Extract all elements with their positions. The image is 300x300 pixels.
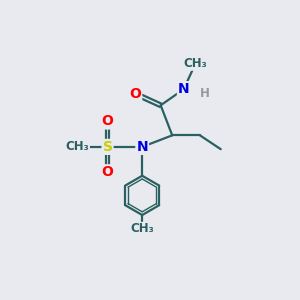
Text: O: O bbox=[129, 87, 141, 101]
Text: O: O bbox=[102, 115, 113, 128]
Text: N: N bbox=[136, 140, 148, 154]
Text: S: S bbox=[103, 140, 112, 154]
Text: CH₃: CH₃ bbox=[130, 222, 154, 236]
Text: CH₃: CH₃ bbox=[184, 57, 207, 70]
Text: N: N bbox=[178, 82, 190, 96]
Text: CH₃: CH₃ bbox=[66, 140, 89, 153]
Text: H: H bbox=[200, 87, 209, 100]
Text: O: O bbox=[102, 165, 113, 179]
